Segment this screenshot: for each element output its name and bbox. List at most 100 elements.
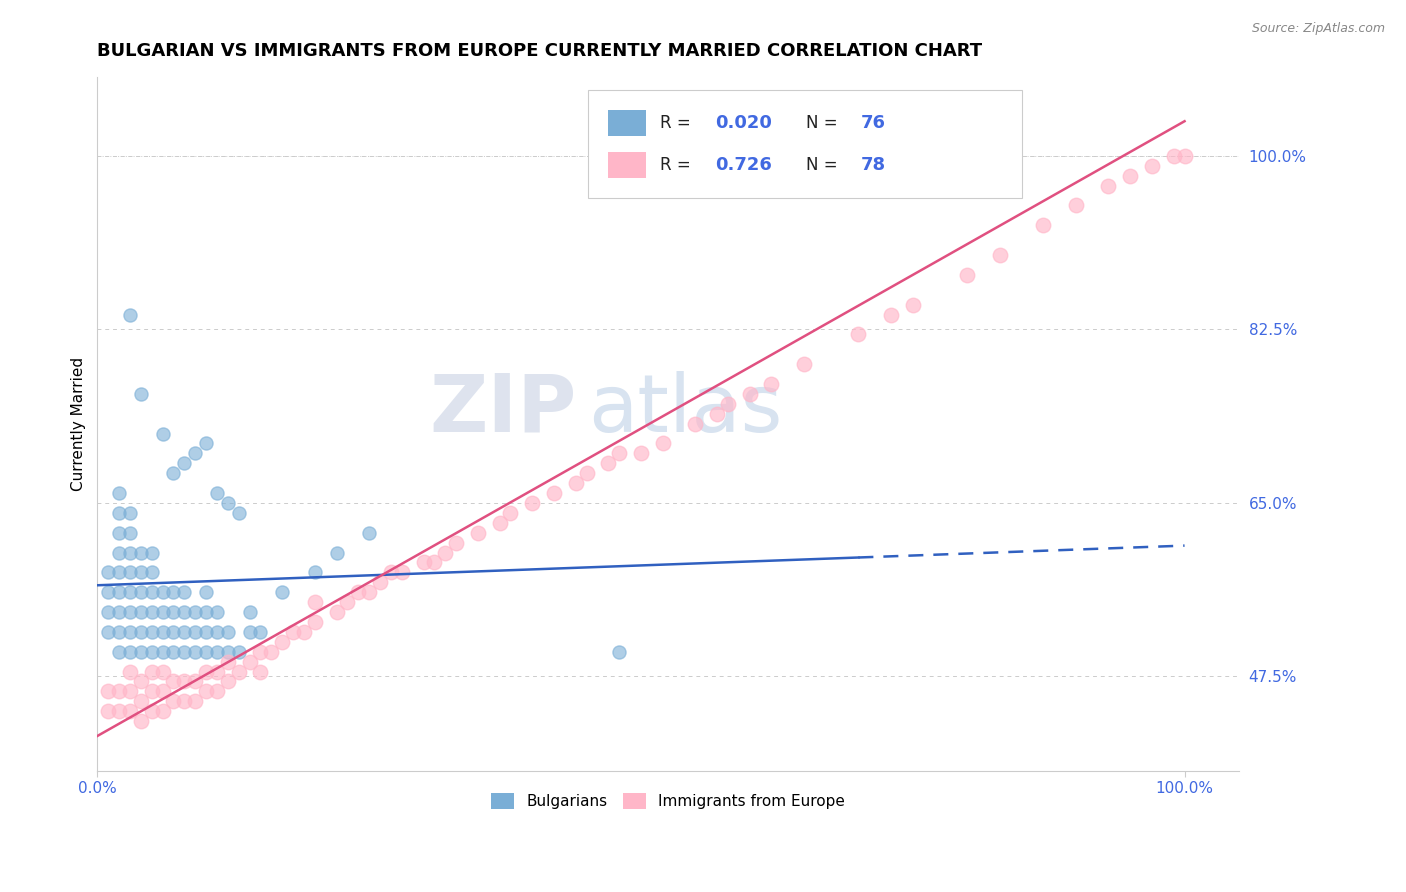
Point	[129, 674, 152, 689]
Point	[129, 605, 152, 619]
Text: 0.020: 0.020	[714, 114, 772, 132]
Point	[173, 605, 195, 619]
Point	[738, 387, 761, 401]
Point	[575, 467, 598, 481]
Point	[956, 268, 979, 282]
Point	[118, 525, 141, 540]
Point	[97, 605, 120, 619]
Point	[359, 585, 381, 599]
Point	[1174, 149, 1197, 163]
Point	[271, 585, 294, 599]
Point	[184, 674, 207, 689]
Point	[162, 585, 184, 599]
Text: R =: R =	[661, 156, 696, 174]
Point	[129, 387, 152, 401]
Point	[108, 506, 131, 520]
Point	[217, 655, 239, 669]
Point	[184, 446, 207, 460]
Point	[205, 645, 228, 659]
Point	[217, 674, 239, 689]
Point	[129, 714, 152, 728]
Point	[336, 595, 359, 609]
Point	[359, 525, 381, 540]
Point	[162, 605, 184, 619]
Point	[543, 486, 565, 500]
Point	[152, 585, 174, 599]
Point	[217, 496, 239, 510]
Point	[141, 684, 163, 698]
Point	[141, 624, 163, 639]
Text: 0.726: 0.726	[714, 156, 772, 174]
Point	[173, 694, 195, 708]
Point	[129, 585, 152, 599]
Point	[195, 645, 218, 659]
Point	[184, 624, 207, 639]
Point	[118, 624, 141, 639]
Point	[141, 605, 163, 619]
Point	[108, 585, 131, 599]
Point	[793, 357, 815, 371]
Point	[423, 556, 446, 570]
Text: 78: 78	[860, 156, 886, 174]
Point	[706, 407, 728, 421]
Text: N =: N =	[806, 156, 844, 174]
Point	[238, 655, 260, 669]
Point	[347, 585, 370, 599]
Point	[118, 566, 141, 580]
Point	[141, 566, 163, 580]
Point	[249, 624, 271, 639]
Point	[97, 585, 120, 599]
Text: atlas: atlas	[588, 371, 783, 449]
Point	[118, 545, 141, 559]
Point	[118, 704, 141, 718]
Point	[685, 417, 707, 431]
Point	[162, 467, 184, 481]
Point	[292, 624, 315, 639]
Point	[141, 645, 163, 659]
Point	[1032, 219, 1054, 233]
Point	[129, 566, 152, 580]
Point	[118, 645, 141, 659]
Y-axis label: Currently Married: Currently Married	[72, 357, 86, 491]
Point	[238, 624, 260, 639]
Point	[380, 566, 402, 580]
Point	[607, 446, 630, 460]
Point	[173, 674, 195, 689]
Point	[228, 645, 250, 659]
Point	[228, 506, 250, 520]
Point	[152, 605, 174, 619]
Point	[162, 624, 184, 639]
Point	[368, 575, 391, 590]
FancyBboxPatch shape	[588, 90, 1022, 198]
Text: Source: ZipAtlas.com: Source: ZipAtlas.com	[1251, 22, 1385, 36]
Point	[97, 624, 120, 639]
Text: 76: 76	[860, 114, 886, 132]
Point	[108, 525, 131, 540]
Point	[118, 684, 141, 698]
Point	[108, 545, 131, 559]
Point	[173, 585, 195, 599]
Point	[391, 566, 413, 580]
Point	[304, 566, 326, 580]
Point	[488, 516, 510, 530]
Point	[118, 308, 141, 322]
Point	[162, 694, 184, 708]
Point	[108, 684, 131, 698]
Point	[217, 645, 239, 659]
Point	[118, 506, 141, 520]
Point	[205, 605, 228, 619]
Point	[118, 665, 141, 679]
Point	[238, 605, 260, 619]
Point	[141, 585, 163, 599]
Point	[184, 605, 207, 619]
Point	[141, 545, 163, 559]
Point	[901, 298, 924, 312]
Point	[195, 665, 218, 679]
Point	[1140, 159, 1163, 173]
Point	[184, 694, 207, 708]
Point	[129, 694, 152, 708]
Point	[195, 436, 218, 450]
Point	[108, 704, 131, 718]
Text: ZIP: ZIP	[430, 371, 576, 449]
Point	[1163, 149, 1185, 163]
